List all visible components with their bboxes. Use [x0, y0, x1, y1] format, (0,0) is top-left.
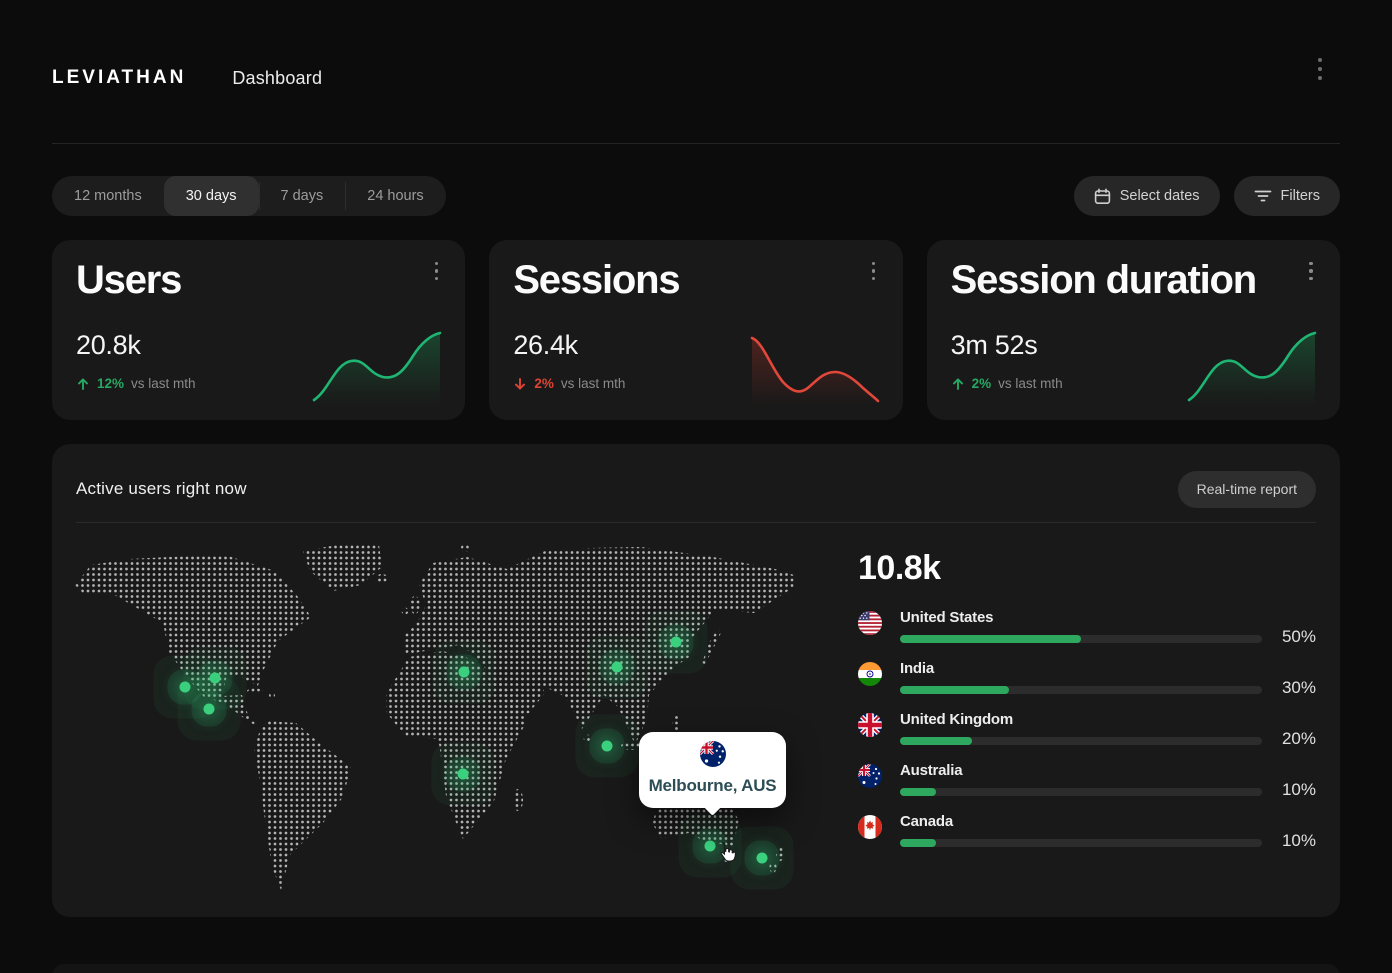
header: LEVIATHAN Dashboard	[52, 56, 1340, 100]
filters-button[interactable]: Filters	[1233, 176, 1340, 216]
card-title: Session duration	[950, 258, 1257, 302]
page-menu-kebab-icon[interactable]	[1308, 52, 1332, 86]
country-row: Canada 10%	[858, 812, 1316, 850]
users-card: Users 20.8k 12% vs last mth	[52, 240, 466, 420]
flag-canada-icon	[858, 815, 882, 839]
active-user-marker[interactable]	[756, 852, 768, 864]
country-progress-bar	[900, 686, 1262, 694]
session-duration-card: Session duration 3m 52s 2% vs last mth	[926, 240, 1340, 420]
select-dates-button[interactable]: Select dates	[1073, 176, 1220, 216]
country-progress-bar	[900, 839, 1262, 847]
country-progress-bar	[900, 737, 1262, 745]
card-value: 20.8k	[76, 330, 141, 360]
card-title: Sessions	[513, 258, 680, 302]
active-users-card: Active users right now Real-time report	[52, 444, 1340, 917]
country-name: United States	[900, 609, 994, 626]
flag-australia-icon	[858, 764, 882, 788]
filters-label: Filters	[1280, 188, 1320, 204]
card-menu-kebab-icon[interactable]	[1302, 258, 1320, 284]
page-title: Dashboard	[232, 67, 323, 88]
country-name: Canada	[900, 813, 953, 830]
card-value: 26.4k	[513, 330, 578, 360]
delta-note: vs last mth	[131, 376, 196, 391]
session-duration-sparkline	[1187, 331, 1317, 406]
flag-india-icon	[858, 662, 882, 686]
active-user-marker[interactable]	[704, 840, 716, 852]
filter-icon	[1254, 190, 1271, 202]
card-delta: 12% vs last mth	[76, 376, 196, 391]
country-panel: 10.8k United States	[858, 549, 1316, 863]
card-delta: 2% vs last mth	[513, 376, 625, 391]
active-user-marker[interactable]	[601, 740, 613, 752]
country-row: Australia 10%	[858, 761, 1316, 799]
calendar-icon	[1094, 188, 1110, 204]
next-card-peek	[52, 964, 1340, 973]
flag-australia-icon	[699, 741, 726, 767]
delta-percent: 12%	[97, 376, 125, 391]
country-row: United States 50%	[858, 608, 1316, 646]
stats-row: Users 20.8k 12% vs last mth Sessions 26.…	[52, 240, 1340, 420]
time-range-tabs: 12 months 30 days 7 days 24 hours	[52, 176, 446, 216]
country-percent: 20%	[1281, 729, 1316, 748]
country-name: India	[900, 660, 935, 677]
delta-percent: 2%	[534, 376, 554, 391]
card-value: 3m 52s	[950, 330, 1038, 360]
toolbar: 12 months 30 days 7 days 24 hours Select…	[52, 176, 1340, 216]
tab-12-months[interactable]: 12 months	[74, 188, 142, 204]
cursor-pointer-icon	[720, 842, 736, 862]
arrow-up-icon	[78, 377, 88, 390]
active-user-marker[interactable]	[209, 672, 221, 684]
delta-note: vs last mth	[998, 376, 1063, 391]
country-row: India 30%	[858, 659, 1316, 697]
country-progress-bar	[900, 635, 1262, 643]
card-delta: 2% vs last mth	[951, 376, 1063, 391]
active-user-marker[interactable]	[179, 681, 191, 693]
real-time-report-button[interactable]: Real-time report	[1177, 470, 1316, 508]
active-user-marker[interactable]	[203, 703, 215, 715]
tooltip-location-label: Melbourne, AUS	[648, 776, 777, 795]
card-menu-kebab-icon[interactable]	[427, 258, 445, 284]
map-tooltip: Melbourne, AUS	[639, 732, 786, 808]
world-map: Melbourne, AUS	[75, 545, 795, 895]
delta-note: vs last mth	[560, 376, 626, 391]
arrow-down-icon	[515, 377, 526, 390]
delta-percent: 2%	[971, 376, 992, 391]
section-divider	[76, 522, 1316, 523]
active-users-heading: Active users right now	[76, 479, 247, 498]
card-menu-kebab-icon[interactable]	[865, 258, 883, 284]
country-percent: 10%	[1281, 780, 1316, 799]
country-percent: 10%	[1281, 831, 1316, 850]
active-users-total: 10.8k	[858, 549, 941, 587]
header-divider	[52, 143, 1340, 144]
flag-united-states-icon	[858, 611, 882, 635]
dotted-world-map	[75, 545, 794, 890]
country-row: United Kingdom 20%	[858, 710, 1316, 748]
country-name: Australia	[900, 762, 963, 779]
sessions-sparkline	[750, 336, 879, 406]
select-dates-label: Select dates	[1119, 188, 1200, 204]
tab-7-days[interactable]: 7 days	[258, 176, 346, 216]
active-user-marker[interactable]	[670, 636, 682, 648]
active-user-marker[interactable]	[457, 768, 469, 780]
tab-30-days[interactable]: 30 days	[163, 176, 259, 216]
flag-united-kingdom-icon	[858, 713, 882, 737]
country-name: United Kingdom	[900, 711, 1014, 728]
card-title: Users	[76, 258, 182, 302]
arrow-up-icon	[952, 377, 963, 390]
active-user-marker[interactable]	[611, 661, 623, 673]
active-user-marker[interactable]	[458, 666, 470, 678]
country-percent: 30%	[1281, 678, 1316, 697]
leviathan-logo: LEVIATHAN	[52, 67, 187, 88]
country-progress-bar	[900, 788, 1262, 796]
tab-24-hours[interactable]: 24 hours	[345, 176, 445, 216]
users-sparkline	[313, 331, 442, 406]
sessions-card: Sessions 26.4k 2% vs last mth	[489, 240, 903, 420]
country-percent: 50%	[1281, 627, 1316, 646]
